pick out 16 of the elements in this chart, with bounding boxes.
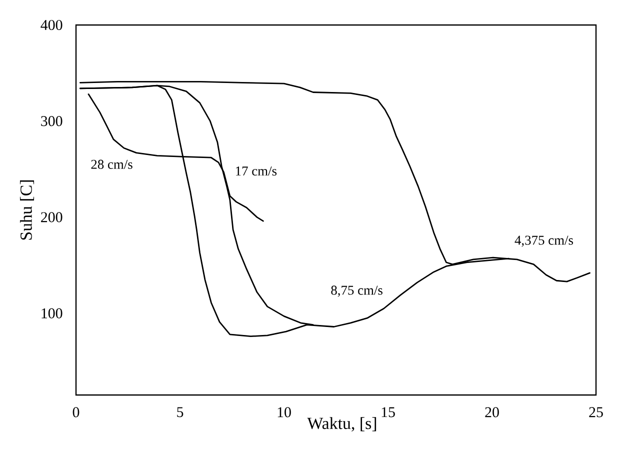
- x-tick-label: 0: [72, 407, 80, 418]
- x-tick-label: 10: [278, 407, 291, 418]
- series-label: 17 cm/s: [236, 166, 277, 176]
- x-tick-label: 20: [485, 407, 499, 418]
- y-tick-label: 400: [40, 20, 62, 30]
- x-tick-label: 5: [177, 407, 184, 418]
- series-label: 28 cm/s: [91, 160, 132, 169]
- y-tick-label: 100: [42, 308, 62, 318]
- x-tick-label: 25: [589, 407, 603, 418]
- x-axis-title: Waktu, [s]: [307, 417, 376, 432]
- y-tick-label: 300: [41, 116, 62, 126]
- y-axis-title: Suhu [C]: [20, 180, 34, 240]
- x-tick-label: 15: [382, 407, 395, 418]
- series-label: 4,375 cm/s: [514, 236, 574, 247]
- series-label: 8,75 cm/s: [331, 286, 382, 297]
- y-tick-label: 200: [41, 212, 62, 222]
